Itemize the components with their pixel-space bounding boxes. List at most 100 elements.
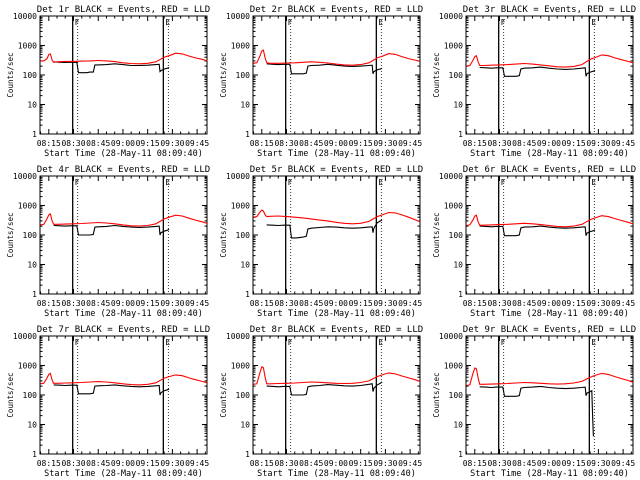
- x-tick-label: 09:15: [562, 459, 586, 468]
- x-tick-label: 09:00: [537, 139, 561, 148]
- x-axis-label: Start Time (28-May-11 08:09:40): [44, 469, 203, 479]
- series-line-black: [479, 66, 596, 77]
- x-axis-label: Start Time (28-May-11 08:09:40): [257, 469, 416, 479]
- x-tick-label: 09:45: [611, 459, 635, 468]
- y-tick-label: 10000: [226, 172, 250, 181]
- series-line-red: [253, 49, 421, 66]
- x-tick-label: 09:45: [611, 299, 635, 308]
- plot-frame: [39, 15, 208, 135]
- series-line-black: [266, 63, 383, 75]
- series-line-black: [479, 385, 594, 437]
- x-tick-label: 08:15: [37, 299, 61, 308]
- plot-frame: [252, 15, 421, 135]
- x-tick-label: 09:30: [373, 459, 397, 468]
- y-tick-label: 10: [240, 261, 250, 270]
- y-tick-label: 1000: [231, 202, 250, 211]
- x-tick-label: 09:15: [349, 139, 373, 148]
- y-axis-label: Counts/sec: [432, 372, 441, 417]
- y-tick-label: 100: [449, 231, 464, 240]
- x-axis-label: Start Time (28-May-11 08:09:40): [44, 309, 203, 319]
- y-axis-label: Counts/sec: [432, 52, 441, 97]
- plot-frame: [465, 15, 634, 135]
- y-tick-label: 10000: [226, 332, 250, 341]
- marker-label: E: [165, 178, 170, 187]
- y-tick-label: 1: [458, 290, 463, 299]
- x-tick-label: 09:00: [324, 459, 348, 468]
- y-tick-label: 1000: [231, 362, 250, 371]
- x-axis-label: Start Time (28-May-11 08:09:40): [257, 149, 416, 159]
- panel-det-8: Det 8r BLACK = Events, RED = LLD 1 10 100 10…: [219, 325, 423, 479]
- x-tick-label: 09:45: [398, 139, 422, 148]
- x-tick-label: 08:45: [299, 299, 323, 308]
- x-tick-label: 08:45: [86, 459, 110, 468]
- y-tick-label: 100: [236, 231, 251, 240]
- y-tick-label: 1: [32, 450, 37, 459]
- y-tick-label: 1: [32, 130, 37, 139]
- marker-label: E: [591, 338, 596, 347]
- panel-title: Det 1r BLACK = Events, RED = LLD: [37, 5, 210, 15]
- marker-label: F: [501, 18, 506, 27]
- x-tick-label: 08:30: [274, 459, 298, 468]
- y-tick-label: 1: [245, 130, 250, 139]
- x-tick-label: 08:15: [250, 139, 274, 148]
- x-tick-label: 09:30: [160, 299, 184, 308]
- series-line-red: [466, 214, 634, 228]
- y-tick-label: 100: [236, 71, 251, 80]
- panel-det-5: Det 5r BLACK = Events, RED = LLD 1 10 100 10…: [219, 165, 423, 319]
- x-tick-label: 09:00: [537, 299, 561, 308]
- y-tick-label: 10000: [439, 332, 463, 341]
- series-line-red: [253, 209, 421, 225]
- panel-det-6: Det 6r BLACK = Events, RED = LLD 1 10 100 10…: [432, 165, 636, 319]
- y-tick-label: 10: [453, 261, 463, 270]
- y-axis-label: Counts/sec: [219, 212, 228, 257]
- x-tick-label: 09:15: [136, 139, 160, 148]
- plot-frame: [465, 175, 634, 295]
- series-line-black: [53, 384, 170, 396]
- y-tick-label: 10: [453, 101, 463, 110]
- x-tick-label: 08:15: [463, 299, 487, 308]
- x-tick-label: 09:00: [324, 139, 348, 148]
- marker-label: F: [501, 178, 506, 187]
- panel-title: Det 9r BLACK = Events, RED = LLD: [463, 325, 636, 335]
- x-tick-label: 09:45: [185, 139, 209, 148]
- y-tick-label: 1: [245, 290, 250, 299]
- series-line-black: [479, 225, 596, 237]
- series-line-black: [53, 224, 170, 236]
- x-tick-label: 09:45: [611, 139, 635, 148]
- marker-label: F: [75, 338, 80, 347]
- panel-det-2: Det 2r BLACK = Events, RED = LLD 1 10 100 10…: [219, 5, 423, 159]
- x-tick-label: 09:00: [111, 139, 135, 148]
- x-tick-label: 08:45: [86, 299, 110, 308]
- x-axis-label: Start Time (28-May-11 08:09:40): [44, 149, 203, 159]
- x-tick-label: 09:15: [136, 459, 160, 468]
- x-tick-label: 09:00: [111, 299, 135, 308]
- x-tick-label: 08:15: [37, 139, 61, 148]
- x-tick-label: 08:30: [487, 299, 511, 308]
- marker-label: E: [165, 18, 170, 27]
- marker-label: E: [378, 338, 383, 347]
- plot-frame: [465, 335, 634, 455]
- marker-label: F: [288, 338, 293, 347]
- y-tick-label: 1000: [18, 42, 37, 51]
- y-axis-label: Counts/sec: [6, 372, 15, 417]
- x-tick-label: 08:45: [512, 139, 536, 148]
- y-tick-label: 100: [449, 391, 464, 400]
- y-tick-label: 10: [27, 101, 37, 110]
- y-tick-label: 1000: [231, 42, 250, 51]
- y-tick-label: 1: [458, 450, 463, 459]
- x-tick-label: 08:45: [512, 459, 536, 468]
- x-tick-label: 08:15: [463, 139, 487, 148]
- marker-label: F: [501, 338, 506, 347]
- series-line-red: [40, 52, 208, 65]
- marker-label: E: [378, 18, 383, 27]
- y-tick-label: 10000: [13, 332, 37, 341]
- panel-title: Det 8r BLACK = Events, RED = LLD: [250, 325, 423, 335]
- y-tick-label: 10000: [226, 12, 250, 21]
- x-tick-label: 08:30: [61, 139, 85, 148]
- x-tick-label: 08:15: [37, 459, 61, 468]
- y-tick-label: 100: [23, 391, 38, 400]
- panel-det-7: Det 7r BLACK = Events, RED = LLD 1 10 100 10…: [6, 325, 210, 479]
- x-tick-label: 08:30: [274, 299, 298, 308]
- x-tick-label: 08:45: [299, 459, 323, 468]
